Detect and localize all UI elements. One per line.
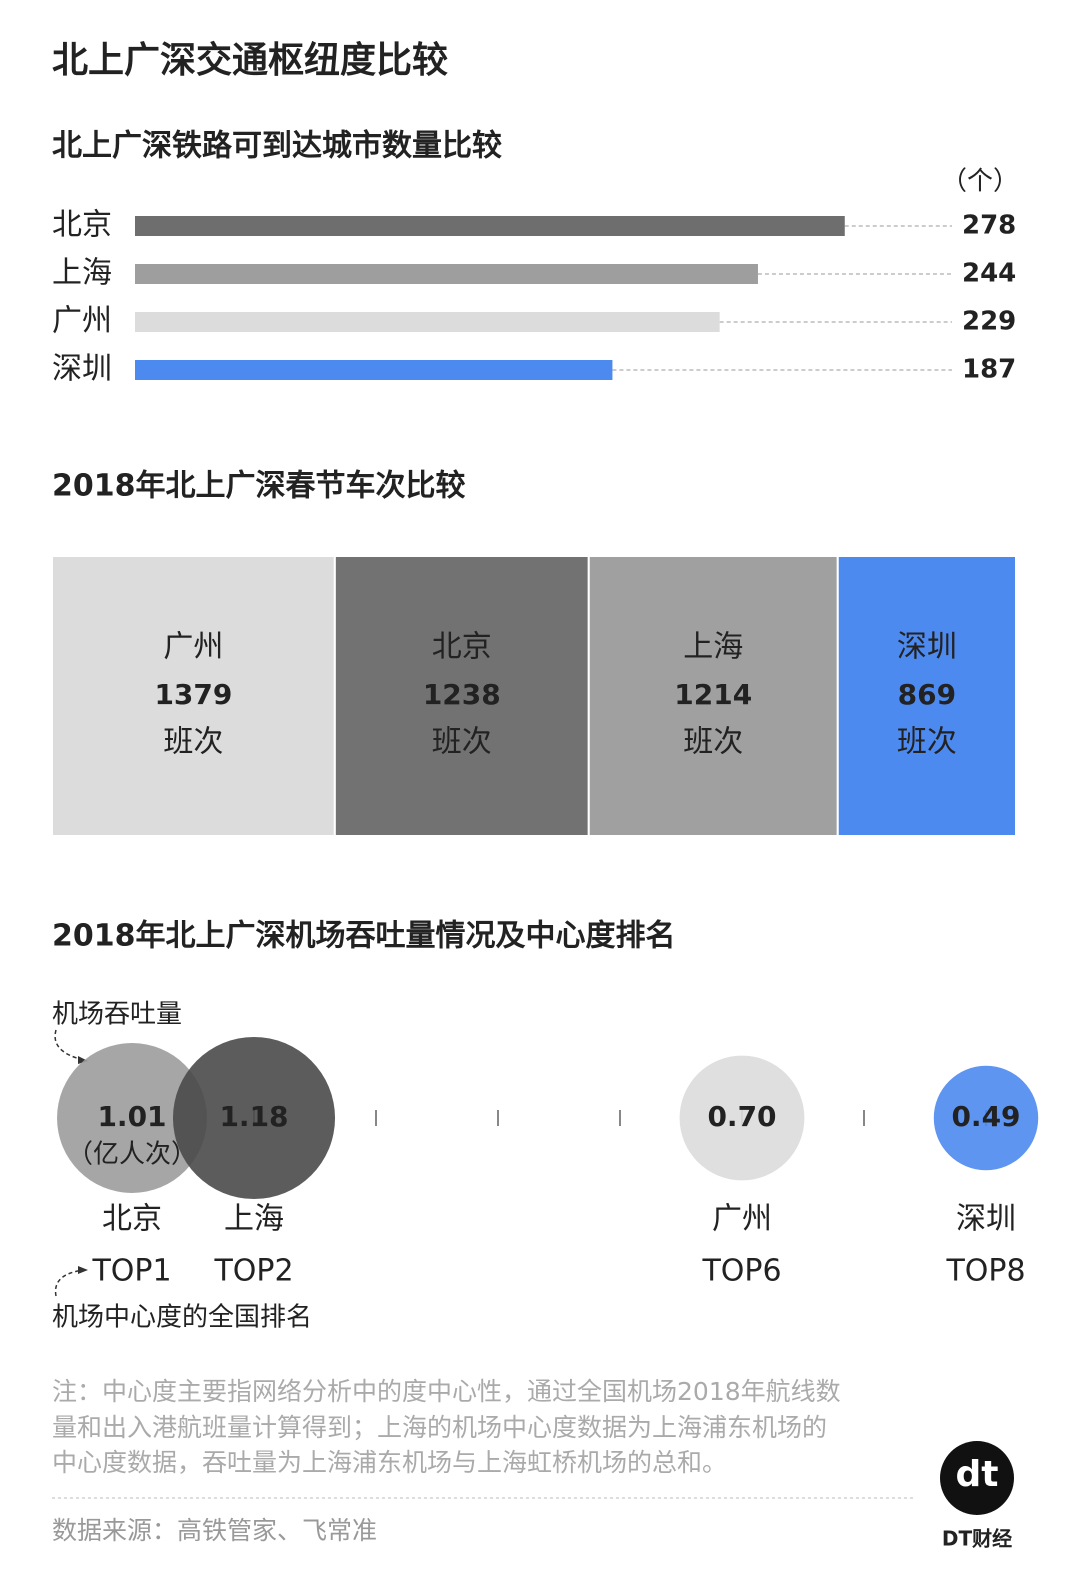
value-label: 229 [962,307,1016,337]
category-label: 上海 [52,256,112,291]
rank-label: TOP8 [945,1254,1025,1289]
value-label: 0.70 [707,1100,776,1133]
source: 数据来源：高铁管家、飞常准 [52,1516,377,1545]
annotation-arrow [54,1269,85,1297]
value-label: 869 [898,678,956,711]
bubble [57,1043,207,1193]
annotation: 机场吞吐量 [52,1000,182,1030]
category-label: 深圳 [52,352,112,387]
category-label: 深圳 [956,1202,1016,1237]
cell [836,555,1018,837]
logo-circle [940,1441,1014,1515]
unit-label: （个） [941,167,1019,197]
rank-label: TOP6 [701,1254,781,1289]
category-label: 北京 [102,1202,162,1237]
note: 注：中心度主要指网络分析中的度中心性，通过全国机场2018年航线数 [52,1377,841,1406]
chart-title: 2018年北上广深机场吞吐量情况及中心度排名 [52,919,676,954]
arrow-head [78,1056,88,1064]
bubble [933,1065,1039,1171]
value-label: 187 [962,355,1016,385]
value-label: 1214 [674,678,752,711]
unit-label: 班次 [432,725,492,760]
note: 量和出入港航班量计算得到；上海的机场中心度数据为上海浦东机场的 [52,1413,827,1442]
category-label: 北京 [52,208,112,243]
page-title: 北上广深交通枢纽度比较 [52,39,448,81]
value-label: 1379 [154,678,232,711]
logo-mark: dt [956,1454,999,1495]
cell [51,555,336,837]
chart-title: 北上广深铁路可到达城市数量比较 [52,129,502,164]
rank-label: TOP2 [213,1254,293,1289]
rank-label: TOP1 [91,1254,171,1289]
value-label: 278 [962,211,1016,241]
bar [135,264,758,284]
annotation: 机场中心度的全国排名 [52,1303,312,1333]
category-label: 深圳 [897,630,957,665]
value-label: 1238 [423,678,501,711]
category-label: 北京 [432,630,492,665]
unit-label: 班次 [163,725,223,760]
value-label: 0.49 [951,1100,1020,1133]
chart-title: 2018年北上广深春节车次比较 [52,469,466,504]
value-label: 1.18 [219,1100,288,1133]
category-label: 广州 [712,1202,772,1237]
bubble [172,1036,336,1200]
bubble [679,1055,805,1181]
unit-label: （亿人次） [67,1140,197,1170]
unit-label: 班次 [897,725,957,760]
category-label: 上海 [224,1202,284,1237]
note: 中心度数据，吞吐量为上海浦东机场与上海虹桥机场的总和。 [52,1448,727,1477]
logo-name: DT财经 [942,1527,1012,1551]
category-label: 上海 [683,630,743,665]
value-label: 244 [962,259,1016,289]
bar [135,216,845,236]
unit-label: 班次 [683,725,743,760]
arrow-head [78,1266,88,1274]
category-label: 广州 [163,630,223,665]
bar [135,360,613,380]
bar [135,312,720,332]
category-label: 广州 [52,304,112,339]
value-label: 1.01 [97,1100,166,1133]
annotation-arrow [54,1029,85,1061]
cell [587,555,839,837]
